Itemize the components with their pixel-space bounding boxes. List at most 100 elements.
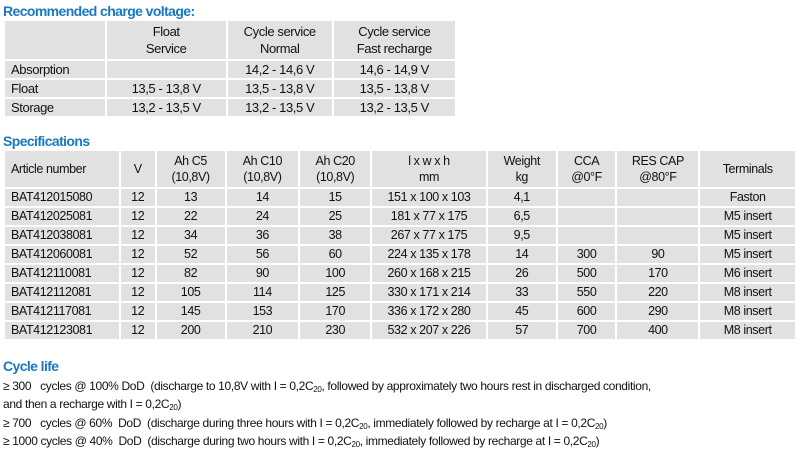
table-cell: BAT412060081 — [3, 244, 121, 265]
table-row: Float 13,5 - 13,8 V 13,5 - 13,8 V 13,5 - 13… — [3, 78, 458, 99]
table-cell: 26 — [485, 263, 558, 284]
table-cell: 13,2 - 13,5 V — [225, 97, 334, 118]
table-cell — [615, 206, 701, 227]
table-cell: Float — [3, 78, 107, 99]
table-cell: 12 — [118, 244, 157, 265]
table-cell: 12 — [118, 206, 157, 227]
table-cell: BAT412123081 — [3, 320, 121, 341]
table-cell: 300 — [555, 244, 618, 265]
table-cell: 400 — [615, 320, 701, 341]
header-line-1: Cycle service — [243, 24, 317, 39]
header-line-2: (10,8V) — [243, 170, 282, 184]
header-line-2: @80°F — [639, 170, 677, 184]
table-cell: 9,5 — [485, 225, 558, 246]
table-cell: 100 — [298, 263, 373, 284]
table-cell: BAT412015080 — [3, 187, 121, 208]
table-cell: M8 insert — [698, 301, 797, 322]
subscript: 20 — [359, 422, 368, 431]
table-row: BAT412110081 12 82 90 100 260 x 168 x 215 26 50… — [3, 263, 797, 284]
table-cell: 15 — [298, 187, 373, 208]
table-cell: 14 — [224, 187, 301, 208]
table-cell — [104, 59, 228, 80]
header-line-1: CCA — [573, 154, 600, 168]
header-line-2: Normal — [259, 41, 300, 56]
column-header: Ah C20 (10,8V) — [298, 149, 373, 189]
table-cell — [555, 206, 618, 227]
table-cell: 336 x 172 x 280 — [370, 301, 488, 322]
header-line-2: Fast recharge — [356, 41, 432, 56]
header-line-1: Terminals — [722, 162, 773, 176]
table-cell: 210 — [224, 320, 301, 341]
column-header: Ah C5 (10,8V) — [154, 149, 227, 189]
table-cell: M5 insert — [698, 206, 797, 227]
table-row: BAT412060081 12 52 56 60 224 x 135 x 178 14 300… — [3, 244, 797, 265]
table-cell: 170 — [298, 301, 373, 322]
column-header: Float Service — [104, 19, 228, 61]
table-row: BAT412117081 12 145 153 170 336 x 172 x 280 45… — [3, 301, 797, 322]
table-cell: 60 — [298, 244, 373, 265]
table-cell: 14,6 - 14,9 V — [331, 59, 458, 80]
table-cell: BAT412025081 — [3, 206, 121, 227]
column-header: CCA @0°F — [555, 149, 618, 189]
text: ≥ 300 cycles @ 100% DoD (discharge to 10… — [3, 379, 314, 393]
table-cell: M8 insert — [698, 320, 797, 341]
table-cell: 45 — [485, 301, 558, 322]
table-cell: BAT412112081 — [3, 282, 121, 303]
table-row: BAT412123081 12 200 210 230 532 x 207 x 226 57… — [3, 320, 797, 341]
table-cell — [615, 187, 701, 208]
table-cell — [555, 187, 618, 208]
table-cell: 52 — [154, 244, 227, 265]
table-cell: 13,5 - 13,8 V — [104, 78, 228, 99]
column-header — [3, 19, 107, 61]
table-cell: 33 — [485, 282, 558, 303]
table-cell: BAT412110081 — [3, 263, 121, 284]
text: , followed by approximately two hours re… — [321, 379, 651, 393]
table-cell: 13,5 - 13,8 V — [331, 78, 458, 99]
table-cell: 151 x 100 x 103 — [370, 187, 488, 208]
table-cell: 13,2 - 13,5 V — [331, 97, 458, 118]
text: ≥ 700 cycles @ 60% DoD (discharge during… — [3, 416, 360, 430]
header-line-2: (10,8V) — [316, 170, 355, 184]
table-row: Storage 13,2 - 13,5 V 13,2 - 13,5 V 13,2 - … — [3, 97, 458, 118]
table-cell: 260 x 168 x 215 — [370, 263, 488, 284]
table-cell: BAT412117081 — [3, 301, 121, 322]
header-line-1: V — [133, 162, 142, 176]
table-cell: 12 — [118, 225, 157, 246]
table-cell: 224 x 135 x 178 — [370, 244, 488, 265]
text: ) — [177, 397, 182, 411]
table-cell: 170 — [615, 263, 701, 284]
table-cell: 6,5 — [485, 206, 558, 227]
header-line-2: @0°F — [571, 170, 602, 184]
table-cell: 90 — [224, 263, 301, 284]
table-cell: M8 insert — [698, 282, 797, 303]
table-row: BAT412015080 12 13 14 15 151 x 100 x 103 4,1 Fa… — [3, 187, 797, 208]
subscript: 20 — [587, 440, 596, 449]
table-cell: 532 x 207 x 226 — [370, 320, 488, 341]
table-cell: 12 — [118, 263, 157, 284]
table-cell: 12 — [118, 301, 157, 322]
cycle-life-line: ≥ 300 cycles @ 100% DoD (discharge to 10… — [3, 377, 651, 395]
header-line-2: (10,8V) — [171, 170, 210, 184]
cycle-life-line: and then a recharge with I = 0,2C20) — [3, 395, 181, 413]
header-line-1: Article number — [11, 162, 86, 176]
specifications-title: Specifications — [3, 133, 90, 149]
text: ≥ 1000 cycles @ 40% DoD (discharge durin… — [3, 434, 352, 448]
table-cell: 105 — [154, 282, 227, 303]
table-cell: BAT412038081 — [3, 225, 121, 246]
column-header: l x w x h mm — [370, 149, 488, 189]
table-cell: 14,2 - 14,6 V — [225, 59, 334, 80]
subscript: 20 — [351, 440, 361, 449]
table-cell: M6 insert — [698, 263, 797, 284]
subscript: 20 — [169, 403, 178, 412]
table-cell: 290 — [615, 301, 701, 322]
text: ) — [603, 416, 607, 430]
column-header: Cycle service Fast recharge — [331, 19, 458, 61]
table-cell: 36 — [224, 225, 301, 246]
column-header: V — [118, 149, 157, 189]
header-row: Float Service Cycle service Normal Cycle ser… — [3, 19, 458, 61]
table-cell: 13,2 - 13,5 V — [104, 97, 228, 118]
table-cell: 500 — [555, 263, 618, 284]
charge-voltage-table: Float Service Cycle service Normal Cycle ser… — [3, 19, 458, 118]
column-header: Cycle service Normal — [225, 19, 334, 61]
column-header: Article number — [3, 149, 121, 189]
